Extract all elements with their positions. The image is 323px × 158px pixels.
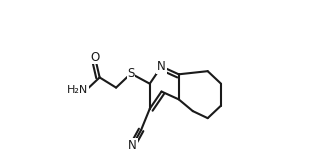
Text: H₂N: H₂N xyxy=(67,85,88,95)
Text: N: N xyxy=(128,139,137,152)
Text: O: O xyxy=(90,51,99,64)
Text: N: N xyxy=(157,60,166,73)
Text: S: S xyxy=(127,67,135,80)
